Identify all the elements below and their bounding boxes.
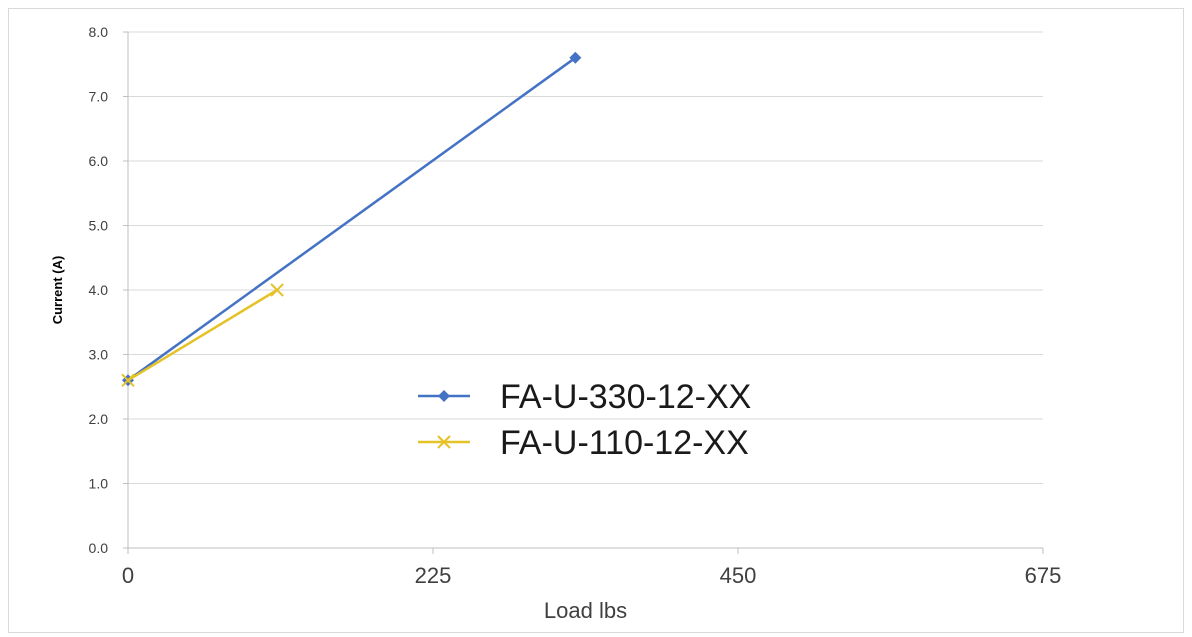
legend-label-1: FA-U-110-12-XX [500, 424, 749, 462]
gridlines [128, 31, 1043, 484]
legend-label-0: FA-U-330-12-XX [500, 378, 751, 416]
series-line-1 [127, 288, 278, 382]
series-line-0 [127, 56, 577, 382]
x-axis-title: Load lbs [544, 598, 627, 623]
x-tick-labels: 0 225 450 675 [122, 548, 1061, 588]
legend-marker-1 [437, 435, 451, 449]
y-tick-label-3: 3.0 [89, 347, 109, 363]
x-tick-label-3: 675 [1025, 563, 1062, 588]
chart-frame [8, 8, 1184, 633]
series-1-point-1 [270, 283, 284, 297]
x-tick-label-0: 0 [122, 563, 134, 588]
y-tick-label-7: 7.0 [89, 89, 109, 105]
y-tick-label-4: 4.0 [89, 282, 109, 298]
y-tick-label-2: 2.0 [89, 411, 109, 427]
y-tick-labels: 0.0 1.0 2.0 3.0 4.0 5.0 6.0 7.0 8.0 [89, 24, 128, 556]
legend-marker-0 [438, 390, 450, 402]
x-tick-label-2: 450 [720, 563, 757, 588]
series-1-point-0 [121, 373, 135, 388]
y-tick-label-5: 5.0 [89, 218, 109, 234]
y-axis-title: Current (A) [50, 256, 65, 325]
series-0-point-1 [569, 51, 582, 64]
legend: FA-U-330-12-XX FA-U-110-12-XX [418, 378, 751, 462]
y-tick-label-8: 8.0 [89, 24, 109, 40]
x-tick-label-1: 225 [415, 563, 452, 588]
y-tick-label-6: 6.0 [89, 153, 109, 169]
y-tick-label-0: 0.0 [89, 540, 109, 556]
series-lines [121, 51, 582, 388]
y-tick-label-1: 1.0 [89, 476, 109, 492]
